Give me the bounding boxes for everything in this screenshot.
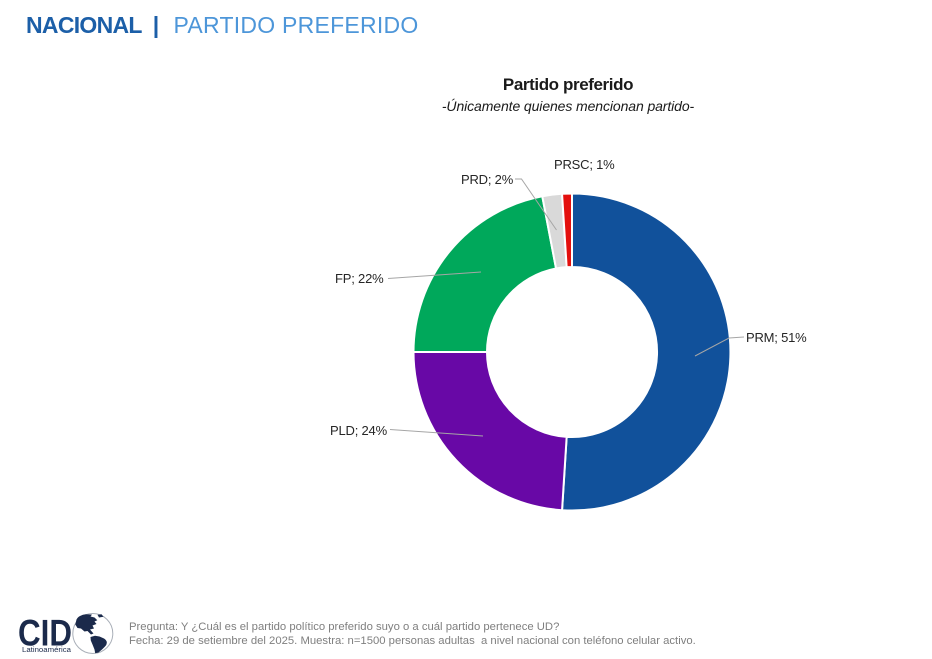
svg-text:Latinoamérica: Latinoamérica xyxy=(22,647,71,654)
svg-text:CID: CID xyxy=(18,613,72,654)
